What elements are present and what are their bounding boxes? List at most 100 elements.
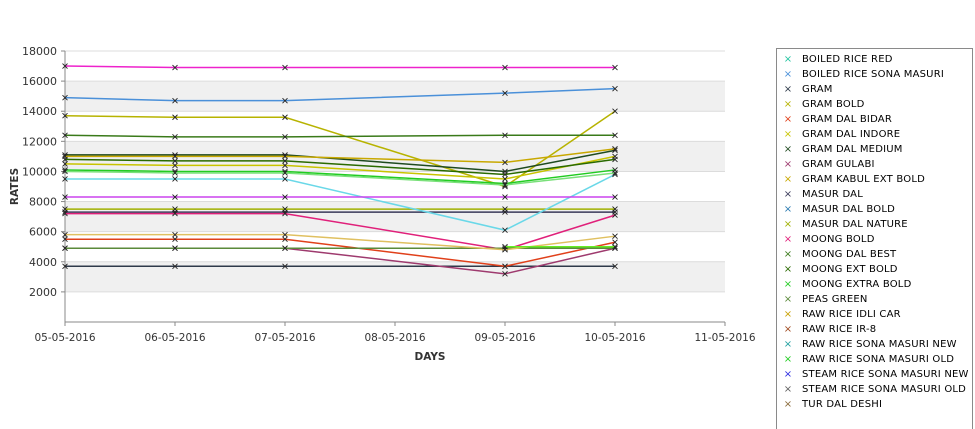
data-point <box>282 114 288 121</box>
legend-marker-icon: × <box>783 174 793 185</box>
data-point <box>502 243 508 250</box>
data-point <box>282 194 288 200</box>
legend-label: RAW RICE SONA MASURI OLD <box>802 354 955 365</box>
legend-item: × PEAS GREEN <box>777 294 972 305</box>
data-point <box>172 210 178 217</box>
legend-item: × RAW RICE IDLI CAR <box>777 309 972 320</box>
data-point <box>172 158 178 164</box>
data-point <box>282 97 288 104</box>
legend-label: MOONG DAL BEST <box>802 249 897 260</box>
legend-item: × STEAM RICE SONA MASURI OLD <box>777 384 972 395</box>
legend-label: GRAM KABUL EXT BOLD <box>802 174 925 185</box>
legend-marker-icon: × <box>783 354 793 365</box>
series-line <box>64 134 615 138</box>
x-tick-label: 07-05-2016 <box>254 332 315 344</box>
data-point <box>62 231 68 238</box>
y-tick-label: 12000 <box>22 135 57 148</box>
data-point <box>282 158 288 164</box>
legend-marker-icon: × <box>783 384 793 395</box>
legend-label: GRAM GULABI <box>802 159 875 170</box>
data-point <box>172 162 178 169</box>
data-point <box>502 90 508 96</box>
x-axis-label: DAYS <box>414 351 445 363</box>
x-tick-label: 05-05-2016 <box>34 332 95 344</box>
legend-label: MASUR DAL NATURE <box>802 219 908 230</box>
legend-marker-icon: × <box>783 159 793 170</box>
x-tick-label: 06-05-2016 <box>144 332 205 344</box>
data-point <box>62 156 68 163</box>
data-point <box>282 236 288 243</box>
data-point <box>612 170 618 176</box>
data-point <box>172 245 178 252</box>
data-point <box>502 132 508 139</box>
data-point <box>612 156 618 163</box>
data-point <box>62 132 68 139</box>
data-point <box>502 159 508 166</box>
data-point <box>172 176 178 182</box>
data-point <box>282 210 288 217</box>
legend-item: × MOONG EXT BOLD <box>777 264 972 275</box>
data-point <box>62 168 68 175</box>
data-point <box>612 243 618 250</box>
y-tick-label: 4000 <box>29 256 57 269</box>
legend-marker-icon: × <box>783 129 793 140</box>
grid-band <box>65 201 725 232</box>
data-point <box>172 206 178 212</box>
data-point <box>172 231 178 238</box>
legend-item: × MASUR DAL <box>777 189 972 200</box>
legend-item: × MASUR DAL BOLD <box>777 204 972 215</box>
legend-item: × MASUR DAL NATURE <box>777 219 972 230</box>
legend-item: × RAW RICE SONA MASURI NEW <box>777 339 972 350</box>
y-tick-label: 14000 <box>22 105 57 118</box>
data-point <box>172 153 178 160</box>
data-point <box>612 64 618 71</box>
legend-label: BOILED RICE SONA MASURI <box>802 69 945 80</box>
data-point <box>282 162 288 169</box>
chart-legend: × BOILED RICE RED × BOILED RICE SONA MASURI… <box>776 48 973 429</box>
legend-item: × RAW RICE IR-8 <box>777 324 972 335</box>
legend-item: × GRAM DAL MEDIUM <box>777 144 972 155</box>
data-point <box>62 236 68 243</box>
legend-marker-icon: × <box>783 264 793 275</box>
data-point <box>282 64 288 71</box>
legend-item: × GRAM DAL BIDAR <box>777 114 972 125</box>
data-point <box>502 227 508 233</box>
legend-label: STEAM RICE SONA MASURI NEW <box>802 369 969 380</box>
y-tick-label: 10000 <box>22 165 57 178</box>
legend-marker-icon: × <box>783 339 793 350</box>
data-point <box>612 146 618 152</box>
legend-marker-icon: × <box>783 219 793 230</box>
legend-label: MASUR DAL BOLD <box>802 204 896 215</box>
data-point <box>282 170 288 176</box>
legend-item: × STEAM RICE SONA MASURI NEW <box>777 369 972 380</box>
legend-label: PEAS GREEN <box>802 294 868 305</box>
x-tick-label: 09-05-2016 <box>474 332 535 344</box>
y-axis-label: RATES <box>9 168 21 205</box>
data-point <box>282 153 288 160</box>
legend-label: GRAM <box>802 84 833 95</box>
data-point <box>62 94 68 101</box>
legend-label: GRAM DAL MEDIUM <box>802 144 903 155</box>
data-point <box>62 63 68 69</box>
legend-marker-icon: × <box>783 294 793 305</box>
data-point <box>282 245 288 252</box>
x-tick-label: 08-05-2016 <box>364 332 425 344</box>
data-point <box>502 194 508 200</box>
legend-label: RAW RICE IDLI CAR <box>802 309 901 320</box>
data-point <box>62 194 68 200</box>
data-point <box>62 206 68 212</box>
data-point <box>612 132 618 139</box>
legend-label: MOONG EXTRA BOLD <box>802 279 912 290</box>
legend-item: × GRAM KABUL EXT BOLD <box>777 174 972 185</box>
data-point <box>282 176 288 182</box>
legend-item: × MOONG BOLD <box>777 234 972 245</box>
legend-marker-icon: × <box>783 324 793 335</box>
legend-marker-icon: × <box>783 399 793 410</box>
data-point <box>62 245 68 252</box>
data-point <box>612 85 618 92</box>
legend-label: GRAM DAL INDORE <box>802 129 901 140</box>
x-tick-label: 11-05-2016 <box>694 332 755 344</box>
legend-item: × BOILED RICE RED <box>777 54 972 65</box>
data-point <box>62 263 68 270</box>
